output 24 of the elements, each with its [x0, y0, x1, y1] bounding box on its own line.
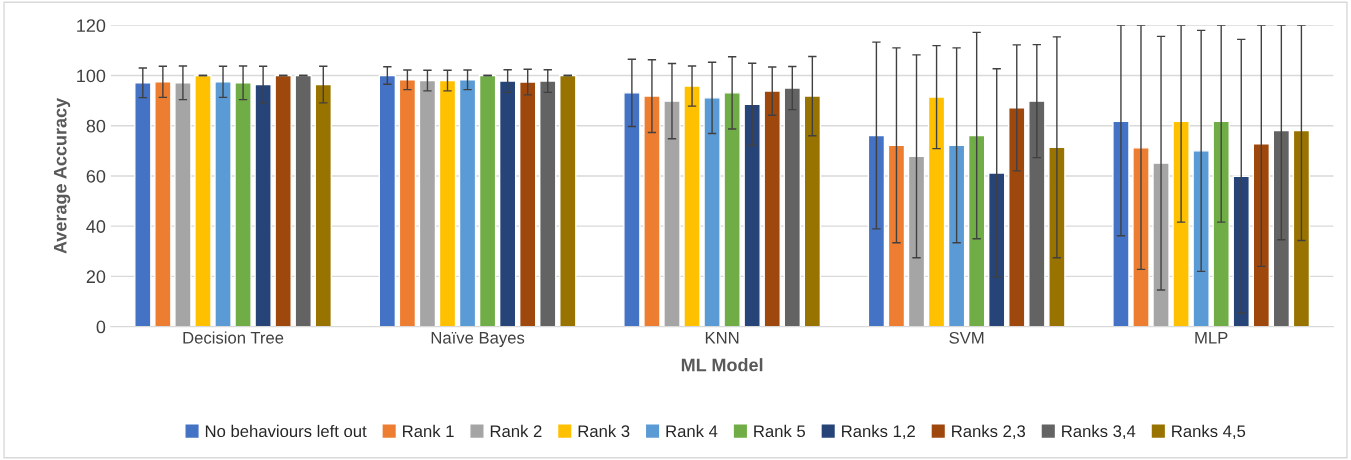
legend-label: Rank 4 [666, 424, 718, 438]
legend-label: Rank 5 [754, 424, 805, 438]
x-tick-label: KNN [705, 332, 739, 344]
x-tick-label: Naïve Bayes [431, 332, 525, 347]
y-tick-label: 80 [86, 119, 106, 133]
legend-label: Ranks 3,4 [1062, 424, 1136, 440]
y-tick-label: 120 [77, 19, 106, 33]
y-axis-title: Average Accuracy [54, 97, 71, 254]
x-tick-label: Decision Tree [183, 331, 284, 344]
x-tick-label: MLP [1195, 332, 1228, 344]
y-tick-label: 20 [86, 270, 106, 284]
y-tick-label: 100 [77, 69, 106, 83]
y-tick-label: 40 [86, 220, 106, 233]
legend-label: Rank 1 [403, 424, 454, 438]
legend-label: Ranks 2,3 [952, 424, 1026, 440]
x-tick-label: SVM [949, 331, 984, 344]
legend-label: Rank 2 [490, 424, 542, 438]
legend-label: No behaviours left out [205, 424, 367, 438]
legend-label: Ranks 4,5 [1172, 424, 1246, 440]
legend-label: Ranks 1,2 [842, 424, 915, 440]
x-axis-title: ML Model [681, 358, 763, 372]
y-tick-label: 0 [96, 320, 106, 334]
y-tick-label: 60 [86, 169, 106, 183]
legend-label: Rank 3 [578, 424, 630, 438]
